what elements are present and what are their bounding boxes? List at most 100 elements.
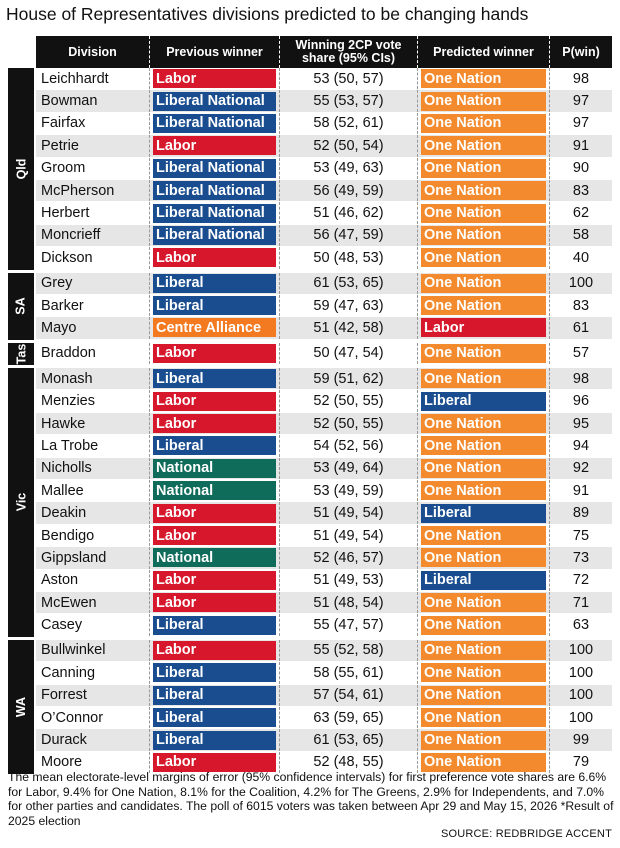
predicted-winner-cell: One Nation — [418, 706, 550, 729]
table-row: Moncrieff Liberal National 56 (47, 59) One … — [36, 224, 612, 248]
predicted-winner-cell: Liberal — [418, 502, 550, 524]
vote-share: 52 (46, 57) — [280, 547, 418, 569]
pwin-value: 100 — [568, 687, 594, 704]
previous-winner-badge: Labor — [153, 752, 276, 772]
previous-winner-badge: Liberal — [153, 436, 276, 456]
state-label: Qld — [8, 68, 34, 270]
predicted-winner-cell: One Nation — [418, 157, 550, 179]
previous-winner-badge: Liberal National — [153, 203, 276, 223]
division-name: Forrest — [36, 684, 150, 706]
source-credit: SOURCE: REDBRIDGE ACCENT — [440, 828, 612, 840]
vote-share: 52 (50, 55) — [280, 412, 418, 435]
predicted-winner-badge: One Nation — [421, 548, 546, 568]
vote-share: 51 (49, 54) — [280, 524, 418, 547]
previous-winner-badge: Liberal National — [153, 91, 276, 111]
header-pwin: P(win) — [562, 44, 600, 59]
division-name: Bendigo — [36, 524, 150, 547]
previous-winner-cell: National — [150, 457, 280, 480]
predicted-winner-badge: One Nation — [421, 136, 546, 156]
vote-share: 61 (53, 65) — [280, 729, 418, 751]
predicted-winner-cell: One Nation — [418, 202, 550, 224]
division-name: La Trobe — [36, 435, 150, 457]
state-label: SA — [8, 272, 34, 340]
pwin-value: 90 — [572, 160, 590, 177]
predicted-winner-badge: One Nation — [421, 708, 546, 728]
predicted-winner-cell: One Nation — [418, 368, 550, 390]
division-name: Fairfax — [36, 112, 150, 135]
state-group: Vic Monash Liberal 59 (51, 62) One Nation 98 M… — [8, 368, 612, 637]
previous-winner-badge: Labor — [153, 136, 276, 156]
table-row: Nicholls National 53 (49, 64) One Nation 92 — [36, 457, 612, 481]
previous-winner-cell: Liberal — [150, 684, 280, 706]
state-rows: Grey Liberal 61 (53, 65) One Nation 100 Barke… — [36, 272, 612, 340]
pwin-value: 97 — [572, 115, 590, 132]
previous-winner-badge: Liberal — [153, 685, 276, 705]
pwin-value: 63 — [572, 617, 590, 634]
table-row: Groom Liberal National 53 (49, 63) One Nati… — [36, 157, 612, 180]
division-name: McPherson — [36, 179, 150, 202]
state-rows: Leichhardt Labor 53 (50, 57) One Nation 98 Bo… — [36, 68, 612, 270]
previous-winner-badge: Liberal — [153, 708, 276, 728]
division-name: Durack — [36, 729, 150, 751]
pwin-value: 100 — [568, 664, 594, 681]
predicted-winner-cell: One Nation — [418, 591, 550, 614]
pwin-value: 61 — [572, 319, 590, 336]
table-row: Monash Liberal 59 (51, 62) One Nation 98 — [36, 368, 612, 391]
pwin-value: 79 — [572, 754, 590, 771]
predicted-winner-cell: Liberal — [418, 390, 550, 412]
state-label-text: SA — [14, 297, 28, 315]
predicted-winner-badge: One Nation — [421, 481, 546, 501]
footnote: The mean electorate-level margins of err… — [8, 770, 614, 828]
pwin-value: 73 — [572, 549, 590, 566]
division-name: Braddon — [36, 342, 150, 365]
predicted-winner-badge: One Nation — [421, 158, 546, 178]
predicted-winner-badge: One Nation — [421, 181, 546, 201]
vote-share: 59 (47, 63) — [280, 294, 418, 317]
previous-winner-badge: Labor — [153, 593, 276, 613]
previous-winner-badge: Liberal — [153, 615, 276, 635]
previous-winner-cell: Liberal National — [150, 90, 280, 112]
table-row: Mayo Centre Alliance 51 (42, 58) Labor 61 — [36, 317, 612, 340]
previous-winner-cell: Labor — [150, 569, 280, 591]
table-row: O’Connor Liberal 63 (59, 65) One Nation 100 — [36, 706, 612, 730]
vote-share: 54 (52, 56) — [280, 435, 418, 457]
division-name: Gippsland — [36, 547, 150, 569]
pwin-value: 83 — [572, 182, 590, 199]
previous-winner-cell: Labor — [150, 135, 280, 157]
division-name: Leichhardt — [36, 68, 150, 90]
vote-share: 63 (59, 65) — [280, 706, 418, 729]
predicted-winner-cell: One Nation — [418, 412, 550, 435]
predicted-winner-badge: One Nation — [421, 615, 546, 635]
table-row: Casey Liberal 55 (47, 57) One Nation 63 — [36, 614, 612, 637]
previous-winner-badge: National — [153, 548, 276, 568]
division-name: Moore — [36, 751, 150, 774]
table-row: Fairfax Liberal National 58 (52, 61) One Na… — [36, 112, 612, 136]
division-name: Herbert — [36, 202, 150, 224]
predicted-winner-cell: One Nation — [418, 112, 550, 135]
previous-winner-cell: Liberal National — [150, 179, 280, 202]
previous-winner-cell: Centre Alliance — [150, 317, 280, 339]
predicted-winner-cell: One Nation — [418, 435, 550, 457]
division-name: McEwen — [36, 591, 150, 614]
predicted-winner-badge: One Nation — [421, 526, 546, 545]
pwin-value: 97 — [572, 93, 590, 110]
previous-winner-badge: Liberal National — [153, 225, 276, 245]
divisions-table: Division Previous winner Winning 2CP vot… — [8, 36, 612, 775]
previous-winner-cell: Liberal National — [150, 112, 280, 135]
pwin-value: 96 — [572, 393, 590, 410]
previous-winner-cell: Labor — [150, 68, 280, 90]
predicted-winner-cell: One Nation — [418, 135, 550, 157]
state-group: Tas Braddon Labor 50 (47, 54) One Nation 57 — [8, 342, 612, 366]
vote-share: 51 (49, 54) — [280, 502, 418, 524]
vote-share: 55 (52, 58) — [280, 639, 418, 662]
state-group: Qld Leichhardt Labor 53 (50, 57) One Nation 9… — [8, 68, 612, 270]
previous-winner-cell: Labor — [150, 639, 280, 662]
predicted-winner-badge: Labor — [421, 318, 546, 338]
vote-share: 56 (47, 59) — [280, 224, 418, 247]
division-name: Casey — [36, 614, 150, 636]
pwin-value: 95 — [572, 415, 590, 432]
vote-share: 52 (48, 55) — [280, 751, 418, 774]
table-body: Qld Leichhardt Labor 53 (50, 57) One Nation 9… — [8, 68, 612, 775]
division-name: Canning — [36, 662, 150, 684]
pwin-value: 98 — [572, 70, 590, 87]
